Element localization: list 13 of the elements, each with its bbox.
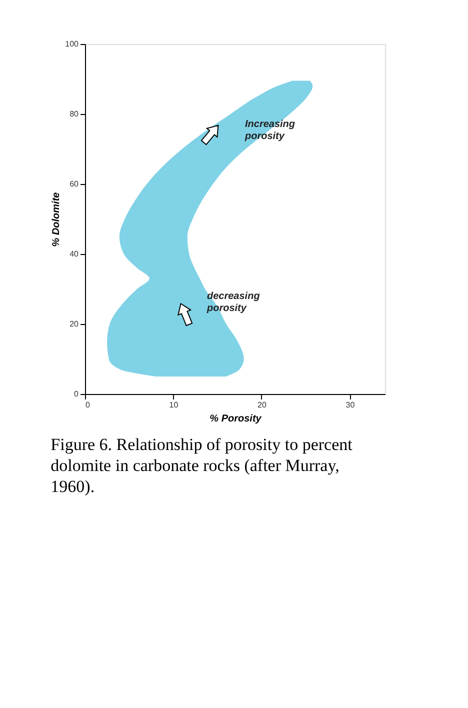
y-tick-label: 100	[65, 40, 80, 48]
x-tick-label: 10	[169, 400, 179, 410]
y-axis-title: % Dolomite	[51, 192, 62, 247]
caption: Figure 6. Relationship of porosity to percent dolomite in carbonate rocks (after Murray, 1960).	[50, 435, 353, 496]
x-tick-label: 20	[258, 400, 267, 410]
y-tick-label: 40	[70, 250, 80, 258]
x-tick-label: 30	[346, 400, 356, 410]
x-axis-title: % Porosity	[210, 414, 262, 424]
x-tick-label: 0	[86, 400, 90, 410]
y-tick-label: 20	[70, 320, 80, 328]
y-tick-label: 0	[74, 390, 80, 398]
y-tick-label: 80	[70, 110, 80, 118]
y-tick-label: 60	[70, 180, 80, 188]
